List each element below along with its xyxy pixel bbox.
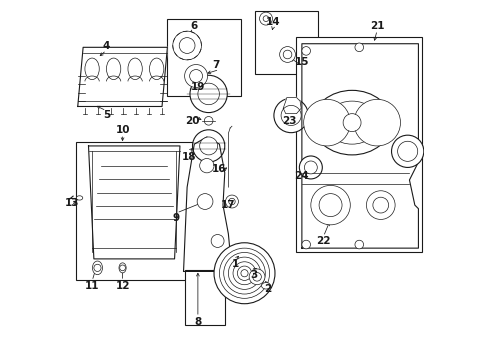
Bar — [296, 37, 421, 252]
Text: 10: 10 — [115, 125, 129, 135]
Circle shape — [204, 117, 212, 125]
Circle shape — [259, 12, 272, 25]
Circle shape — [199, 158, 214, 173]
Bar — [76, 142, 196, 280]
Ellipse shape — [119, 263, 126, 273]
Polygon shape — [88, 146, 180, 259]
Circle shape — [249, 269, 264, 285]
Bar — [185, 270, 224, 325]
Circle shape — [228, 257, 260, 289]
Circle shape — [343, 114, 360, 132]
Text: 15: 15 — [294, 57, 308, 67]
Text: 5: 5 — [102, 111, 110, 121]
Circle shape — [198, 83, 219, 105]
Text: 9: 9 — [172, 213, 180, 222]
Circle shape — [189, 69, 202, 82]
Circle shape — [199, 137, 217, 155]
Ellipse shape — [325, 101, 378, 144]
Circle shape — [214, 243, 274, 304]
Circle shape — [190, 75, 227, 113]
Text: 18: 18 — [182, 152, 196, 162]
Polygon shape — [183, 137, 231, 271]
Circle shape — [179, 38, 195, 53]
Text: 21: 21 — [369, 21, 384, 31]
Ellipse shape — [106, 58, 121, 80]
Text: 14: 14 — [265, 17, 280, 27]
Circle shape — [184, 64, 207, 87]
Circle shape — [301, 240, 310, 249]
Text: 20: 20 — [185, 116, 199, 126]
Circle shape — [223, 252, 265, 294]
Circle shape — [319, 194, 341, 217]
Circle shape — [353, 99, 400, 146]
Circle shape — [237, 266, 251, 280]
Circle shape — [310, 185, 349, 225]
Text: 24: 24 — [294, 171, 308, 181]
Circle shape — [354, 240, 363, 249]
Ellipse shape — [76, 196, 82, 200]
Circle shape — [219, 248, 269, 298]
Circle shape — [299, 156, 322, 179]
Circle shape — [397, 141, 417, 161]
Circle shape — [228, 198, 235, 205]
Circle shape — [279, 46, 295, 62]
Circle shape — [304, 161, 317, 174]
Bar — [167, 19, 241, 96]
Text: 1: 1 — [231, 259, 239, 269]
Bar — [255, 12, 317, 74]
Circle shape — [192, 130, 224, 162]
Circle shape — [391, 135, 423, 167]
Circle shape — [120, 265, 125, 271]
Polygon shape — [283, 98, 301, 114]
Circle shape — [303, 99, 349, 146]
Circle shape — [366, 191, 394, 220]
Polygon shape — [78, 47, 167, 107]
Ellipse shape — [312, 90, 391, 155]
Circle shape — [281, 105, 301, 126]
Ellipse shape — [261, 283, 270, 289]
Text: 3: 3 — [249, 270, 257, 280]
Text: 8: 8 — [194, 317, 201, 327]
Circle shape — [354, 43, 363, 51]
Text: 13: 13 — [65, 198, 80, 208]
Polygon shape — [301, 44, 418, 248]
Circle shape — [172, 31, 201, 60]
Text: 22: 22 — [316, 236, 330, 246]
Circle shape — [197, 194, 212, 210]
Text: 12: 12 — [115, 281, 129, 291]
Circle shape — [94, 264, 101, 271]
Circle shape — [233, 262, 255, 285]
Text: 23: 23 — [282, 116, 296, 126]
Circle shape — [263, 16, 268, 22]
Text: 11: 11 — [84, 281, 99, 291]
Text: 6: 6 — [190, 21, 198, 31]
Ellipse shape — [92, 261, 102, 275]
Circle shape — [273, 98, 308, 133]
Circle shape — [211, 234, 224, 247]
Circle shape — [225, 195, 238, 208]
Text: 4: 4 — [102, 41, 110, 50]
Text: 19: 19 — [190, 82, 204, 92]
Circle shape — [301, 46, 310, 55]
Text: 16: 16 — [212, 164, 226, 174]
Ellipse shape — [128, 58, 142, 80]
Circle shape — [252, 273, 261, 281]
Circle shape — [372, 197, 388, 213]
Ellipse shape — [149, 58, 163, 80]
Text: 17: 17 — [221, 200, 235, 210]
Circle shape — [283, 50, 291, 59]
Text: 7: 7 — [212, 60, 219, 70]
Circle shape — [241, 270, 247, 277]
Text: 2: 2 — [264, 284, 271, 294]
Ellipse shape — [85, 58, 99, 80]
